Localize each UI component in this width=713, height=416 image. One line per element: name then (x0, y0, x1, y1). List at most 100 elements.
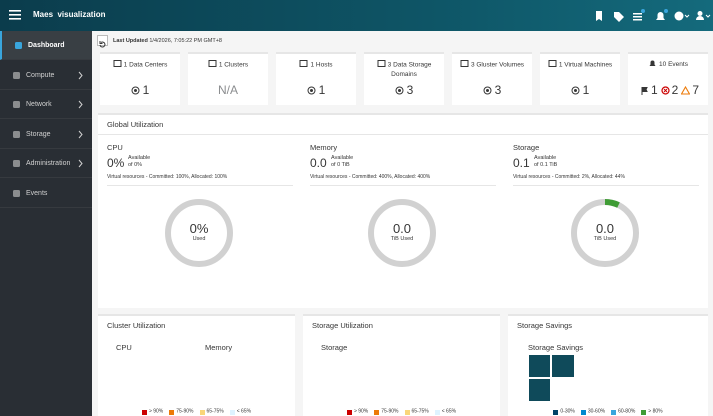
column-title: Storage (513, 143, 540, 152)
legend: > 90% 75-90% 65-75% < 65% (303, 409, 500, 415)
nav-item[interactable]: Compute (0, 61, 92, 90)
cluster-utilization-panel: Cluster Utilization CPU Memory > 90% 75-90% 6… (98, 314, 295, 416)
card-label: Gluster Volumes (476, 61, 525, 69)
nav-icon (12, 71, 21, 82)
card-icon (299, 59, 308, 71)
help-icon[interactable] (674, 11, 690, 21)
nav-label: Network (26, 101, 52, 108)
chevron (76, 130, 85, 141)
card-label: Virtual Machines (564, 61, 613, 69)
card-title: 1 Hosts (278, 59, 354, 71)
status-card[interactable]: 3 Data Storage Domains 3 (364, 52, 444, 105)
card-label: Data Centers (129, 61, 168, 69)
refresh-button[interactable] (97, 35, 108, 48)
nav-item[interactable]: Network (0, 90, 92, 119)
donut-label: Used (192, 236, 206, 242)
card-value: 3 (494, 83, 502, 97)
status-card[interactable]: 1 Virtual Machines 1 (540, 52, 620, 105)
bookmark-icon[interactable] (596, 11, 602, 21)
legend-swatch (169, 409, 175, 415)
legend-item: 75-90% (374, 409, 399, 415)
nav-icon (14, 41, 23, 52)
user-icon[interactable] (696, 11, 711, 20)
panel-title: Cluster Utilization (107, 321, 166, 330)
header-icons (596, 9, 711, 22)
panel-title: Global Utilization (107, 120, 164, 129)
top-bar: Maes visualization (0, 0, 713, 31)
legend-item: 60-80% (611, 409, 635, 415)
last-updated-time: 1/4/2026, 7:05:22 PM GMT+8 (149, 38, 222, 44)
column-title: Storage (321, 343, 348, 352)
legend-label: 0-30% (560, 409, 575, 415)
card-title: 1 Virtual Machines (542, 59, 618, 71)
card-label: Clusters (224, 61, 249, 69)
sidebar: Dashboard Compute Network Storage Administra… (0, 31, 92, 416)
legend: > 90% 75-90% 65-75% < 65% (98, 409, 295, 415)
card-value-row: 3 (364, 83, 444, 98)
legend-item: 65-75% (404, 409, 429, 415)
event-alerts: 1 (650, 83, 658, 97)
event-icon (680, 84, 691, 98)
card-icon (113, 59, 122, 71)
legend-item: < 65% (434, 409, 457, 415)
nav-item[interactable]: Dashboard (0, 31, 92, 60)
donut-value: 0.0 (595, 221, 615, 236)
card-count: 3 (387, 61, 392, 69)
legend-label: > 80% (648, 409, 663, 415)
legend-label: 65-75% (206, 409, 224, 415)
notifications-icon[interactable] (656, 9, 668, 20)
column-title: Storage Savings (528, 343, 584, 352)
details: Virtual resources - Committed: 100%, All… (107, 174, 228, 180)
donut-label: TiB Used (390, 236, 414, 242)
utilization-column: CPU 0% Available of 0% Virtual resources - C… (107, 139, 293, 309)
donut: 0.0 TiB Used (367, 198, 437, 268)
status-icon (571, 84, 580, 98)
status-icon (307, 84, 316, 98)
card-value: 1 (318, 83, 326, 97)
details: Virtual resources - Committed: 400%, All… (310, 174, 431, 180)
tasks-icon[interactable] (633, 9, 645, 21)
legend-label: 75-90% (381, 409, 399, 415)
nav-item[interactable]: Events (0, 179, 92, 208)
status-card[interactable]: 1 Clusters N/A (188, 52, 268, 105)
status-card[interactable]: 1 Hosts 1 (276, 52, 356, 105)
chevron (76, 159, 85, 170)
nav-label: Compute (26, 71, 55, 79)
divider (107, 185, 293, 186)
brand[interactable]: Maes visualization (33, 10, 106, 19)
nav-item[interactable]: Storage (0, 120, 92, 149)
card-icon (460, 59, 469, 71)
card-value: N/A (217, 83, 238, 97)
events-card[interactable]: 10 Events 1 2 7 (628, 52, 708, 105)
legend-swatch (553, 409, 559, 415)
last-updated-label: Last Updated (113, 38, 148, 44)
column-title: Memory (310, 143, 338, 152)
card-value-row: N/A (188, 83, 268, 97)
card-count: 1 (218, 61, 223, 69)
card-title: 3 Data Storage Domains (366, 59, 442, 78)
legend-item: > 90% (141, 409, 163, 415)
donut-label: TiB Used (593, 236, 617, 242)
details: Virtual resources - Committed: 2%, Alloc… (513, 174, 625, 180)
panel-title: Storage Savings (517, 321, 573, 330)
card-count: 10 (659, 61, 667, 69)
menu-toggle[interactable] (9, 10, 21, 20)
nav-item[interactable]: Administration (0, 149, 92, 178)
card-icon (208, 59, 217, 71)
card-value: 1 (142, 83, 150, 97)
nav-icon (12, 159, 21, 170)
card-title: 3 Gluster Volumes (454, 59, 530, 71)
tag-icon[interactable] (614, 12, 624, 22)
available-of: of 0% (128, 162, 143, 168)
card-title: 1 Clusters (190, 59, 266, 71)
status-card[interactable]: 1 Data Centers 1 (100, 52, 180, 105)
nav-icon (12, 189, 21, 200)
legend-label: < 65% (236, 409, 252, 415)
card-title: 10 Events (630, 59, 706, 70)
card-value-row: 1 (540, 83, 620, 98)
legend-label: < 65% (441, 409, 457, 415)
legend-item: > 90% (346, 409, 368, 415)
status-card[interactable]: 3 Gluster Volumes 3 (452, 52, 532, 105)
donut: 0.0 TiB Used (570, 198, 640, 268)
